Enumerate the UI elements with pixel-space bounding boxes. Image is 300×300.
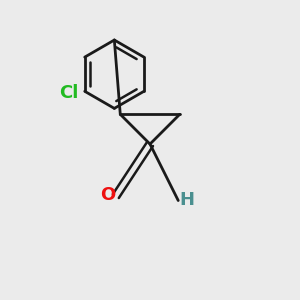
Text: Cl: Cl [59, 84, 78, 102]
Text: H: H [179, 191, 194, 209]
Text: O: O [100, 186, 115, 204]
